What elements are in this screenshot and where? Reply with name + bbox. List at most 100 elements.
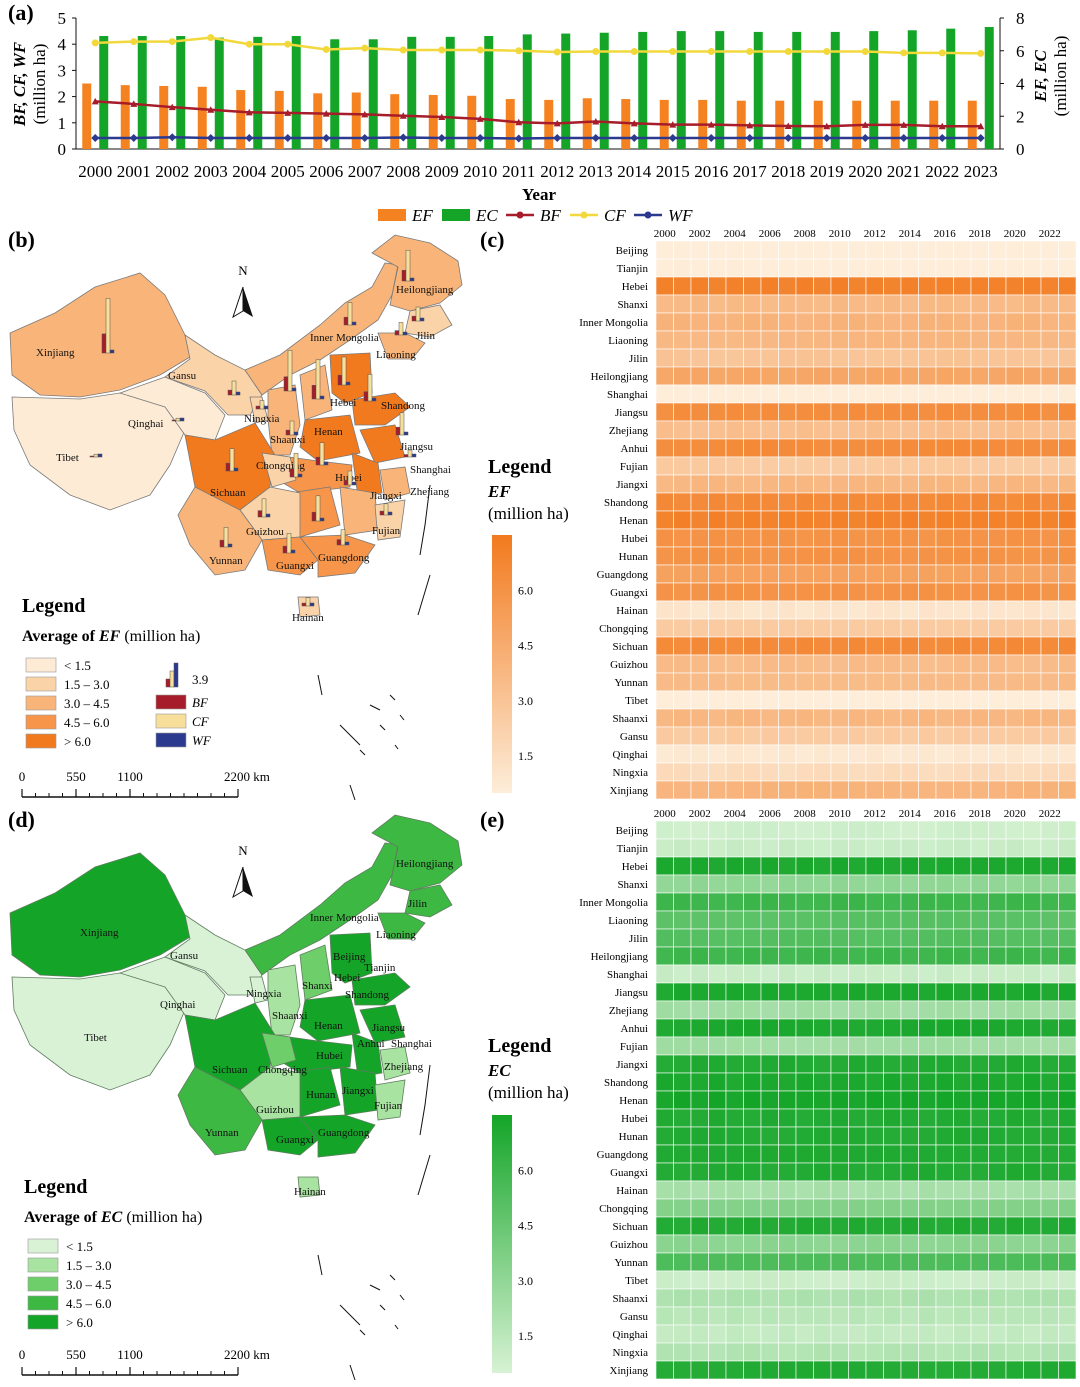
heatmap-cell: [1005, 564, 1024, 584]
heatmap-cell: [655, 838, 674, 858]
heatmap-cell: [953, 1090, 972, 1110]
heatmap-cell: [830, 1270, 849, 1290]
heatmap-row-label: Shanxi: [617, 879, 648, 891]
marker-bf: [553, 119, 561, 127]
left-axis-title: BF, CF, WF (million ha): [10, 41, 49, 127]
heatmap-cell: [743, 672, 762, 692]
heatmap-cell: [725, 708, 744, 728]
heatmap-cell: [673, 744, 692, 764]
heatmap-cell: [725, 528, 744, 548]
heatmap-cell: [708, 1198, 727, 1218]
heatmap-cell: [1058, 582, 1077, 602]
heatmap-cell: [830, 1288, 849, 1308]
heatmap-cell: [673, 510, 692, 530]
heatmap-cell: [655, 1162, 674, 1182]
scale-bar-label: 2200 km: [224, 769, 270, 784]
heatmap-row-label: Heilongjiang: [591, 371, 649, 383]
heatmap-cell: [1040, 1288, 1059, 1308]
heatmap-cell: [883, 1198, 902, 1218]
heatmap-cell: [743, 1144, 762, 1164]
heatmap-cell: [1005, 1108, 1024, 1128]
heatmap-cell: [970, 1288, 989, 1308]
heatmap-cell: [883, 964, 902, 984]
heatmap-cell: [690, 384, 709, 404]
heatmap-cell: [743, 528, 762, 548]
left-tick-label: 5: [58, 9, 67, 28]
heatmap-cell: [690, 1198, 709, 1218]
heatmap-cell: [830, 982, 849, 1002]
heatmap-cell: [883, 420, 902, 440]
heatmap-cell: [1023, 1126, 1042, 1146]
heatmap-cell: [673, 874, 692, 894]
province-label: Guangdong: [318, 552, 370, 564]
province-label: Xinjiang: [80, 927, 119, 939]
heatmap-cell: [900, 744, 919, 764]
heatmap-row-label: Beijing: [616, 825, 649, 837]
heatmap-cell: [970, 366, 989, 386]
heatmap-cell: [900, 1126, 919, 1146]
heatmap-cell: [918, 856, 937, 876]
heatmap-cell: [883, 1126, 902, 1146]
heatmap-cell: [673, 438, 692, 458]
heatmap-cell: [690, 348, 709, 368]
heatmap-cell: [830, 1198, 849, 1218]
heatmap-x-tick: 2006: [759, 228, 782, 240]
heatmap-cell: [708, 402, 727, 422]
heatmap-cell: [953, 874, 972, 894]
heatmap-row-label: Jiangxi: [616, 1059, 648, 1071]
heatmap-cell: [795, 1054, 814, 1074]
marker-cf: [207, 34, 215, 42]
heatmap-cell: [795, 892, 814, 912]
legend-class-label: 4.5 – 6.0: [66, 1296, 112, 1311]
province-label: Gansu: [168, 370, 197, 382]
heatmap-cell: [953, 690, 972, 710]
heatmap-cell: [760, 1360, 779, 1380]
heatmap-cell: [918, 982, 937, 1002]
heatmap-cell: [673, 1342, 692, 1362]
heatmap-cell: [883, 366, 902, 386]
heatmap-cell: [1040, 528, 1059, 548]
heatmap-cell: [918, 420, 937, 440]
x-tick-label: 2021: [887, 162, 921, 181]
heatmap-cell: [900, 420, 919, 440]
heatmap-cell: [760, 1180, 779, 1200]
heatmap-cell: [988, 1198, 1007, 1218]
heatmap-cell: [848, 348, 867, 368]
heatmap-cell: [970, 402, 989, 422]
bar-legend-swatch: [155, 732, 187, 748]
colorbar: [492, 535, 512, 793]
heatmap-cell: [1023, 366, 1042, 386]
heatmap-cell: [725, 294, 744, 314]
heatmap-cell: [743, 690, 762, 710]
heatmap-cell: [953, 726, 972, 746]
heatmap-cell: [655, 348, 674, 368]
heatmap-row-label: Hainan: [616, 1185, 648, 1197]
region-chongqing: [261, 1032, 297, 1068]
heatmap-cell: [970, 564, 989, 584]
legend-class-label: > 6.0: [66, 1315, 93, 1330]
heatmap-cell: [760, 1288, 779, 1308]
heatmap-cell: [813, 856, 832, 876]
glyph-cf: [315, 495, 321, 522]
heatmap-cell: [725, 1306, 744, 1326]
heatmap-cell: [813, 1126, 832, 1146]
glyph-bf: [311, 385, 317, 400]
heatmap-cell: [813, 874, 832, 894]
heatmap-cell: [813, 892, 832, 912]
heatmap-cell: [743, 1090, 762, 1110]
heatmap-cell: [1023, 276, 1042, 296]
heatmap-row-label: Ningxia: [613, 767, 649, 779]
ef-province-map: [9, 234, 463, 618]
bar-ec: [522, 34, 532, 149]
heatmap-c-legend-title: Legend: [488, 456, 551, 478]
heatmap-cell: [865, 276, 884, 296]
heatmap-cell: [953, 982, 972, 1002]
heatmap-cell: [708, 726, 727, 746]
heatmap-cell: [900, 366, 919, 386]
heatmap-cell: [760, 1018, 779, 1038]
heatmap-cell: [830, 708, 849, 728]
heatmap-cell: [953, 330, 972, 350]
heatmap-cell: [778, 672, 797, 692]
heatmap-cell: [795, 1216, 814, 1236]
